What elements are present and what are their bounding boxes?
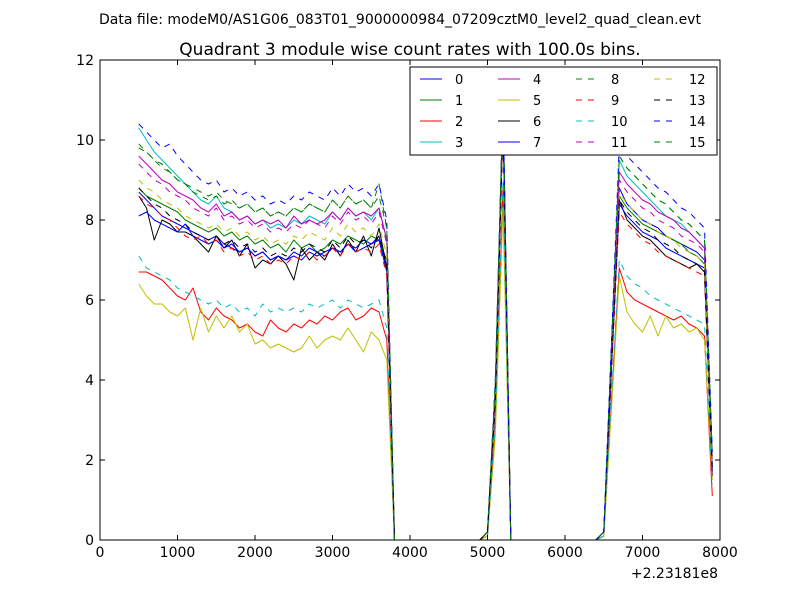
x-tick-label: 7000: [625, 545, 661, 561]
series-line-0: [138, 99, 713, 540]
legend-label-1: 1: [455, 94, 463, 109]
x-tick-label: 6000: [547, 545, 583, 561]
legend-label-14: 14: [689, 115, 706, 130]
x-offset-label: +2.23181e8: [631, 566, 718, 582]
suptitle: Data file: modeM0/AS1G06_083T01_90000009…: [99, 12, 701, 28]
legend-label-5: 5: [533, 94, 541, 109]
series-line-10: [138, 179, 713, 540]
legend-label-10: 10: [611, 115, 628, 130]
y-tick-label: 12: [76, 53, 94, 69]
legend-box: [409, 66, 718, 156]
series-line-9: [138, 123, 713, 540]
y-tick-label: 10: [76, 133, 94, 149]
legend-label-4: 4: [533, 73, 541, 88]
y-tick-label: 6: [85, 293, 94, 309]
series-line-14: [138, 99, 713, 540]
y-tick-label: 8: [85, 213, 94, 229]
y-tick-label: 2: [85, 453, 94, 469]
legend-label-15: 15: [689, 136, 706, 151]
legend-label-11: 11: [611, 136, 628, 151]
y-tick-label: 0: [85, 533, 94, 549]
y-tick-label: 4: [85, 373, 94, 389]
legend-label-13: 13: [689, 94, 706, 109]
x-tick-label: 4000: [392, 545, 428, 561]
series-line-5: [138, 207, 713, 540]
series-line-8: [138, 99, 713, 540]
series-layer: [138, 99, 713, 540]
x-tick-label: 1000: [160, 545, 196, 561]
series-line-3: [138, 99, 713, 540]
series-line-1: [138, 107, 713, 540]
x-tick-label: 3000: [315, 545, 351, 561]
x-tick-label: 2000: [237, 545, 273, 561]
legend-label-8: 8: [611, 73, 619, 88]
legend-label-7: 7: [533, 136, 541, 151]
series-line-7: [138, 115, 713, 540]
legend-label-9: 9: [611, 94, 619, 109]
x-tick-label: 0: [96, 545, 105, 561]
legend-label-0: 0: [455, 73, 463, 88]
legend-label-12: 12: [689, 73, 706, 88]
series-line-13: [138, 127, 713, 540]
series-line-15: [138, 103, 713, 540]
legend-label-2: 2: [455, 115, 463, 130]
axes: 0 1000 2000 3000 4000 5000 6000 7000 80000246810…: [76, 53, 738, 561]
series-line-11: [138, 107, 713, 540]
x-tick-label: 8000: [702, 545, 738, 561]
series-line-4: [138, 103, 713, 540]
x-tick-label: 5000: [470, 545, 506, 561]
chart-title: Quadrant 3 module wise count rates with …: [179, 40, 640, 60]
legend-label-6: 6: [533, 115, 541, 130]
legend-label-3: 3: [455, 136, 463, 151]
series-line-2: [138, 187, 713, 540]
